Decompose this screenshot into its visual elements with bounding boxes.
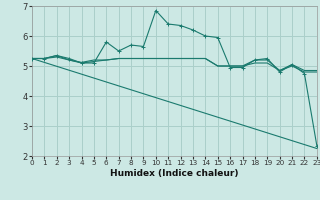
X-axis label: Humidex (Indice chaleur): Humidex (Indice chaleur) (110, 169, 239, 178)
